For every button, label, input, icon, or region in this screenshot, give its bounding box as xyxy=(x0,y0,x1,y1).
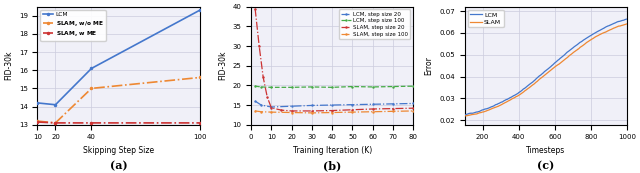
SLAM, step size 100 xyxy=(349,111,356,113)
LCM, step size 100 xyxy=(257,86,265,88)
Line: SLAM: SLAM xyxy=(465,24,627,116)
Line: SLAM, step size 100: SLAM, step size 100 xyxy=(254,110,414,114)
SLAM, step size 100 xyxy=(288,111,296,113)
Line: LCM: LCM xyxy=(35,8,202,107)
SLAM, step size 20 xyxy=(264,96,271,98)
SLAM, step size 20 xyxy=(308,110,316,112)
LCM, step size 20 xyxy=(268,106,275,108)
Line: LCM: LCM xyxy=(465,19,627,115)
LCM xyxy=(601,27,609,29)
SLAM xyxy=(479,111,486,113)
SLAM xyxy=(461,115,468,117)
X-axis label: Skipping Step Size: Skipping Step Size xyxy=(83,146,154,155)
SLAM, step size 100 xyxy=(389,110,397,112)
SLAM, step size 20 xyxy=(328,110,336,112)
LCM, step size 100 xyxy=(308,86,316,88)
SLAM xyxy=(503,101,511,103)
SLAM, step size 20 xyxy=(288,110,296,112)
LCM, step size 20 xyxy=(389,103,397,105)
Line: SLAM, w ME: SLAM, w ME xyxy=(35,120,202,125)
SLAM, step size 100 xyxy=(252,110,259,112)
LCM, step size 100 xyxy=(410,85,417,87)
Line: SLAM, step size 20: SLAM, step size 20 xyxy=(254,8,414,112)
Text: (b): (b) xyxy=(323,160,341,171)
LCM xyxy=(583,37,591,39)
Y-axis label: FID-30k: FID-30k xyxy=(4,51,13,80)
LCM, step size 100 xyxy=(252,85,259,87)
LCM, step size 20 xyxy=(349,104,356,106)
SLAM, step size 20 xyxy=(259,76,267,79)
Legend: LCM, SLAM: LCM, SLAM xyxy=(468,10,504,27)
LCM, step size 20 xyxy=(252,100,259,102)
LCM xyxy=(479,109,486,111)
SLAM, step size 20 xyxy=(278,109,285,111)
SLAM, w/o ME xyxy=(196,76,204,79)
LCM, step size 100 xyxy=(369,86,376,88)
LCM xyxy=(196,9,204,11)
Y-axis label: FID-30k: FID-30k xyxy=(218,51,227,80)
SLAM, step size 20 xyxy=(255,45,263,47)
LCM xyxy=(88,67,95,69)
Y-axis label: Error: Error xyxy=(425,56,434,75)
SLAM, step size 20 xyxy=(349,109,356,111)
SLAM xyxy=(583,41,591,43)
SLAM xyxy=(601,31,609,33)
Line: SLAM, w/o ME: SLAM, w/o ME xyxy=(35,75,202,125)
SLAM, w ME xyxy=(88,122,95,124)
LCM, step size 20 xyxy=(369,103,376,105)
SLAM, w ME xyxy=(52,122,60,124)
LCM, step size 100 xyxy=(349,85,356,88)
LCM xyxy=(530,80,538,82)
LCM xyxy=(503,98,511,100)
LCM, step size 100 xyxy=(328,86,336,88)
SLAM, step size 100 xyxy=(308,112,316,114)
LCM xyxy=(461,114,468,116)
SLAM xyxy=(576,46,584,48)
SLAM, w/o ME xyxy=(88,87,95,89)
SLAM, step size 20 xyxy=(268,107,275,109)
Text: (a): (a) xyxy=(109,160,127,171)
X-axis label: Timesteps: Timesteps xyxy=(526,146,565,155)
SLAM, step size 100 xyxy=(268,111,275,113)
SLAM, step size 100 xyxy=(328,111,336,113)
LCM xyxy=(576,41,584,43)
LCM, step size 20 xyxy=(288,105,296,107)
LCM xyxy=(623,18,630,20)
LCM, step size 100 xyxy=(288,86,296,88)
LCM, step size 20 xyxy=(257,104,265,106)
SLAM, step size 20 xyxy=(389,108,397,110)
SLAM xyxy=(623,23,630,25)
SLAM, step size 20 xyxy=(369,108,376,110)
SLAM, step size 100 xyxy=(369,111,376,113)
SLAM xyxy=(530,83,538,85)
SLAM, w/o ME xyxy=(52,122,60,124)
SLAM, w/o ME xyxy=(34,120,42,122)
SLAM, step size 20 xyxy=(410,107,417,109)
Text: (c): (c) xyxy=(537,160,554,171)
Line: LCM, step size 20: LCM, step size 20 xyxy=(254,100,414,108)
LCM, step size 20 xyxy=(410,102,417,104)
X-axis label: Training Iteration (K): Training Iteration (K) xyxy=(292,146,372,155)
LCM xyxy=(34,102,42,104)
Legend: LCM, step size 20, LCM, step size 100, SLAM, step size 20, SLAM, step size 100: LCM, step size 20, LCM, step size 100, S… xyxy=(339,10,410,39)
SLAM, step size 20 xyxy=(252,8,259,10)
LCM xyxy=(623,18,630,20)
SLAM, step size 100 xyxy=(410,110,417,112)
SLAM, w ME xyxy=(34,121,42,123)
Legend: LCM, SLAM, w/o $\mathbf{ME}$, SLAM, w $\mathbf{ME}$: LCM, SLAM, w/o $\mathbf{ME}$, SLAM, w $\… xyxy=(40,10,106,41)
SLAM, w ME xyxy=(196,122,204,124)
SLAM, step size 100 xyxy=(257,111,265,113)
LCM, step size 100 xyxy=(268,86,275,88)
LCM, step size 20 xyxy=(308,104,316,106)
LCM, step size 20 xyxy=(328,104,336,106)
LCM xyxy=(52,104,60,106)
Line: LCM, step size 100: LCM, step size 100 xyxy=(254,85,414,88)
LCM, step size 100 xyxy=(389,85,397,88)
